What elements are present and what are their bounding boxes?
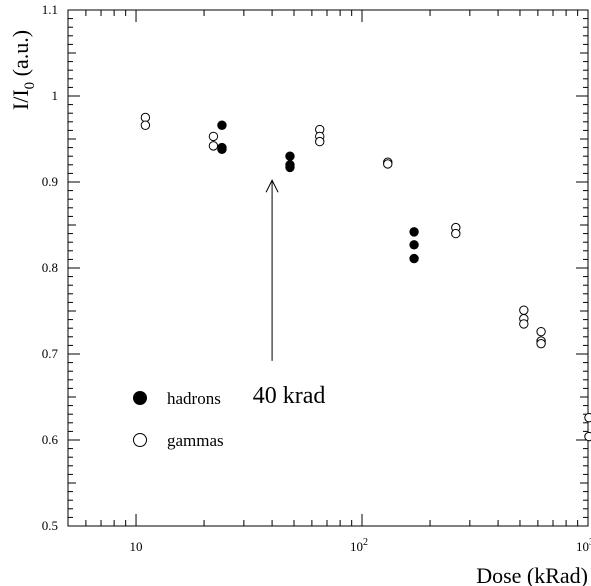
- gamma-point: [519, 319, 529, 329]
- hadron-point: [285, 151, 295, 161]
- gamma-point: [140, 120, 151, 130]
- legend-label-gammas: gammas: [167, 431, 224, 450]
- hadron-point: [409, 253, 419, 264]
- x-tick-label: 102: [350, 537, 368, 554]
- hadron-point: [217, 144, 227, 155]
- gamma-point: [519, 305, 529, 315]
- y-tick-label: 0.5: [42, 518, 58, 533]
- y-axis-label-suffix: (a.u.): [8, 30, 33, 82]
- legend-label-hadrons: hadrons: [167, 389, 221, 408]
- y-tick-label: 0.7: [42, 346, 59, 361]
- y-tick-label: 0.8: [42, 260, 58, 275]
- annotation: 40 krad: [253, 179, 326, 409]
- gamma-point: [383, 159, 393, 169]
- gamma-point: [536, 338, 546, 349]
- x-axis-label: Dose (kRad): [476, 563, 588, 586]
- gamma-point: [315, 136, 325, 147]
- axes: 0.50.60.70.80.911.110102103: [42, 2, 591, 554]
- gamma-point: [208, 141, 219, 151]
- hadron-point: [285, 162, 295, 173]
- hadron-point: [409, 227, 419, 237]
- gamma-point: [536, 326, 546, 337]
- gamma-point: [208, 131, 219, 142]
- legend-marker-gammas: [133, 433, 147, 447]
- legend-marker-hadrons: [133, 391, 147, 405]
- gamma-point: [451, 228, 461, 239]
- x-tick-label-base: 10: [576, 539, 589, 554]
- data-points: [140, 112, 591, 442]
- x-tick-label: 103: [576, 537, 591, 554]
- x-tick-label-exponent: 2: [363, 537, 368, 548]
- gamma-point: [584, 412, 591, 423]
- y-tick-label: 0.9: [42, 174, 58, 189]
- annotation-text: 40 krad: [253, 383, 326, 409]
- x-tick-label: 10: [130, 539, 143, 554]
- x-tick-label-base: 10: [130, 539, 143, 554]
- x-tick-label-base: 10: [350, 539, 363, 554]
- y-tick-label: 0.6: [42, 432, 59, 447]
- gamma-point: [584, 431, 591, 442]
- plot-frame: [67, 9, 589, 527]
- gamma-point: [140, 112, 151, 123]
- legend: hadrons gammas: [133, 389, 224, 450]
- annotation-arrow-head: [265, 179, 279, 193]
- x-tick-label-exponent: 3: [589, 537, 591, 548]
- hadron-point: [409, 240, 419, 250]
- y-tick-label: 1.1: [42, 2, 58, 17]
- y-tick-label: 1: [52, 88, 59, 103]
- hadron-point: [217, 120, 227, 130]
- y-axis-label-subscript: 0: [22, 82, 38, 90]
- y-axis-label: I/I0 (a.u.): [8, 30, 38, 110]
